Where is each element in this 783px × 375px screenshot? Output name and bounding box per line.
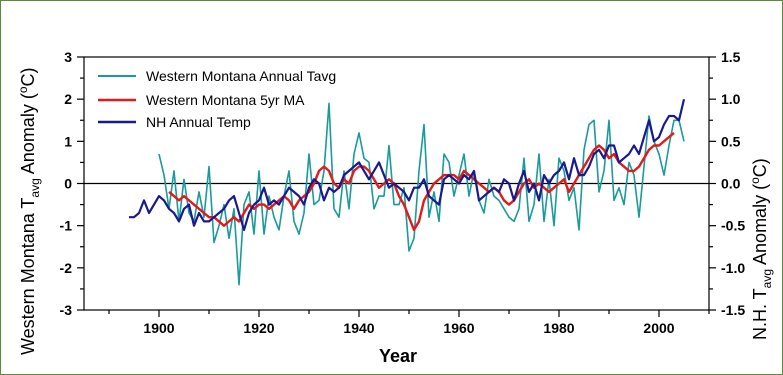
legend-label-wm-annual: Western Montana Annual Tavg [146,68,336,84]
legend-label-nh-annual: NH Annual Temp [146,114,251,130]
left-y-tick-label: 1 [64,133,72,149]
x-tick-label: 1980 [543,320,574,336]
right-y-tick-label: -1.0 [721,260,745,276]
left-y-axis-title: Western Montana Tavg Anomaly (oC) [16,67,42,355]
series-wm-annual-tavg [158,102,685,286]
legend-label-wm-5yr-ma: Western Montana 5yr MA [146,92,305,108]
right-y-tick-label: 1.0 [721,91,741,107]
x-tick-label: 2000 [643,320,674,336]
right-y-tick-label: 0.5 [721,133,741,149]
right-y-tick-label: 0.0 [721,176,741,192]
series-nh-annual-temp [129,98,686,231]
left-y-tick-label: -1 [60,218,73,234]
left-y-tick-label: 0 [64,176,72,192]
x-tick-label: 1920 [243,320,274,336]
right-y-tick-label: 1.5 [721,49,741,65]
right-y-axis-title: N.H. Tavg Anomaly (oC) [748,158,774,340]
x-axis-title: Year [379,346,417,366]
left-y-tick-label: 2 [64,91,72,107]
left-y-tick-label: -2 [60,260,73,276]
x-tick-label: 1940 [343,320,374,336]
x-tick-label: 1900 [143,320,174,336]
right-y-tick-label: -1.5 [721,302,745,318]
legend: Western Montana Annual Tavg Western Mont… [98,68,336,130]
x-tick-label: 1960 [443,320,474,336]
left-y-tick-label: -3 [60,302,73,318]
right-y-tick-label: -0.5 [721,218,745,234]
left-y-tick-label: 3 [64,49,72,65]
